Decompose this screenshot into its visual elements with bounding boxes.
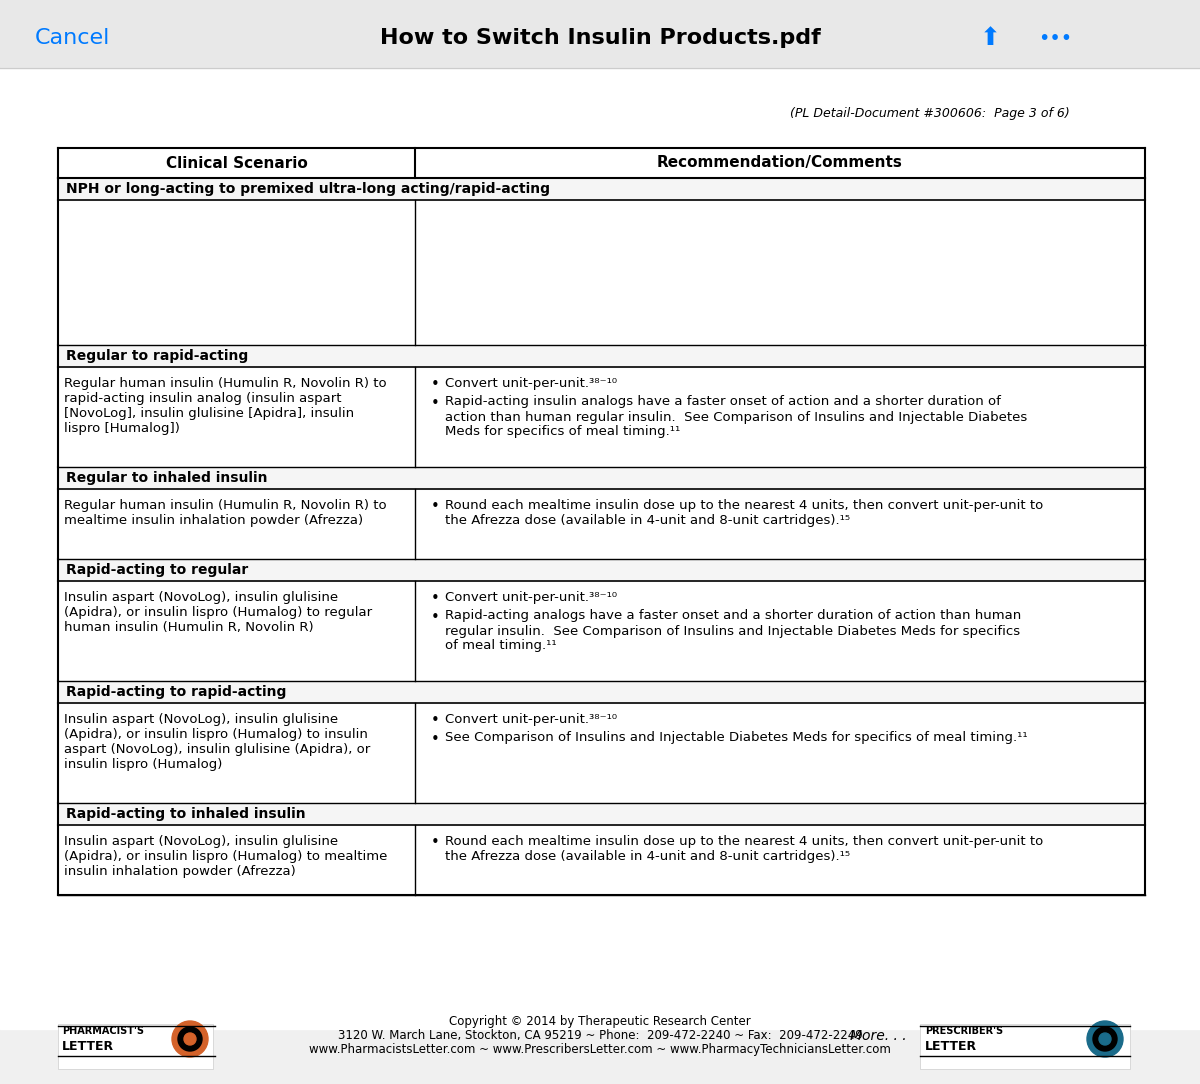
Bar: [58, 178, 1145, 201]
Text: Regular human insulin (Humulin R, Novolin R) to
mealtime insulin inhalation powd: Regular human insulin (Humulin R, Novoli…: [64, 499, 386, 527]
Text: See Comparison of Insulins and Injectable Diabetes Meds for specifics of meal ti: See Comparison of Insulins and Injectabl…: [445, 732, 1027, 745]
Text: Rapid-acting to inhaled insulin: Rapid-acting to inhaled insulin: [66, 806, 306, 821]
Text: (PL Detail-Document #300606:  Page 3 of 6): (PL Detail-Document #300606: Page 3 of 6…: [791, 106, 1070, 119]
Circle shape: [1087, 1021, 1123, 1057]
Circle shape: [178, 1027, 202, 1051]
Text: •: •: [431, 713, 439, 728]
Text: •: •: [431, 591, 439, 606]
Text: Insulin aspart (NovoLog), insulin glulisine
(Apidra), or insulin lispro (Humalog: Insulin aspart (NovoLog), insulin glulis…: [64, 713, 371, 771]
Text: Clinical Scenario: Clinical Scenario: [166, 155, 307, 170]
Bar: [58, 803, 1145, 825]
Bar: [58, 1024, 214, 1069]
Text: ⬆: ⬆: [979, 26, 1001, 50]
Text: •: •: [431, 609, 439, 624]
Text: Insulin aspart (NovoLog), insulin glulisine
(Apidra), or insulin lispro (Humalog: Insulin aspart (NovoLog), insulin glulis…: [64, 591, 372, 634]
Text: 3120 W. March Lane, Stockton, CA 95219 ~ Phone:  209-472-2240 ~ Fax:  209-472-22: 3120 W. March Lane, Stockton, CA 95219 ~…: [337, 1030, 863, 1043]
Text: Cancel: Cancel: [35, 28, 110, 48]
Text: •: •: [431, 732, 439, 747]
Text: Round each mealtime insulin dose up to the nearest 4 units, then convert unit-pe: Round each mealtime insulin dose up to t…: [445, 835, 1043, 863]
Text: Regular to rapid-acting: Regular to rapid-acting: [66, 349, 248, 363]
Text: Recommendation/Comments: Recommendation/Comments: [658, 155, 902, 170]
Bar: [0, 68, 1200, 1029]
Text: •: •: [431, 377, 439, 392]
Text: Rapid-acting to regular: Rapid-acting to regular: [66, 563, 248, 577]
Text: Rapid-acting insulin analogs have a faster onset of action and a shorter duratio: Rapid-acting insulin analogs have a fast…: [445, 396, 1027, 439]
Text: How to Switch Insulin Products.pdf: How to Switch Insulin Products.pdf: [379, 28, 821, 48]
Text: Convert unit-per-unit.³⁸⁻¹⁰: Convert unit-per-unit.³⁸⁻¹⁰: [445, 377, 617, 390]
Bar: [58, 681, 1145, 704]
Text: Copyright © 2014 by Therapeutic Research Center: Copyright © 2014 by Therapeutic Research…: [449, 1016, 751, 1029]
Text: LETTER: LETTER: [925, 1040, 977, 1053]
Text: More. . .: More. . .: [850, 1029, 907, 1043]
Text: Insulin aspart (NovoLog), insulin glulisine
(Apidra), or insulin lispro (Humalog: Insulin aspart (NovoLog), insulin glulis…: [64, 835, 388, 878]
Text: www.PharmacistsLetter.com ~ www.PrescribersLetter.com ~ www.PharmacyTechniciansL: www.PharmacistsLetter.com ~ www.Prescrib…: [310, 1044, 890, 1057]
Bar: [58, 467, 1145, 489]
Text: Convert unit-per-unit.³⁸⁻¹⁰: Convert unit-per-unit.³⁸⁻¹⁰: [445, 713, 617, 726]
Circle shape: [172, 1021, 208, 1057]
Text: •: •: [431, 835, 439, 850]
Bar: [920, 1024, 1130, 1069]
Circle shape: [184, 1033, 196, 1045]
Text: PHARMACIST'S: PHARMACIST'S: [62, 1025, 144, 1036]
Text: Convert unit-per-unit.³⁸⁻¹⁰: Convert unit-per-unit.³⁸⁻¹⁰: [445, 591, 617, 604]
Text: Round each mealtime insulin dose up to the nearest 4 units, then convert unit-pe: Round each mealtime insulin dose up to t…: [445, 499, 1043, 527]
Bar: [58, 559, 1145, 581]
Text: PRESCRIBER'S: PRESCRIBER'S: [925, 1025, 1003, 1036]
Bar: [58, 345, 1145, 367]
Text: •: •: [431, 499, 439, 514]
Text: Regular human insulin (Humulin R, Novolin R) to
rapid-acting insulin analog (ins: Regular human insulin (Humulin R, Novoli…: [64, 377, 386, 435]
Bar: [0, 0, 1200, 68]
Text: •••: •••: [1038, 28, 1072, 48]
Text: Rapid-acting analogs have a faster onset and a shorter duration of action than h: Rapid-acting analogs have a faster onset…: [445, 609, 1021, 653]
Text: Regular to inhaled insulin: Regular to inhaled insulin: [66, 472, 268, 485]
Text: Rapid-acting to rapid-acting: Rapid-acting to rapid-acting: [66, 685, 287, 699]
Text: •: •: [431, 396, 439, 411]
Circle shape: [1099, 1033, 1111, 1045]
Text: NPH or long-acting to premixed ultra-long acting/rapid-acting: NPH or long-acting to premixed ultra-lon…: [66, 182, 550, 196]
Circle shape: [1093, 1027, 1117, 1051]
Text: LETTER: LETTER: [62, 1040, 114, 1053]
